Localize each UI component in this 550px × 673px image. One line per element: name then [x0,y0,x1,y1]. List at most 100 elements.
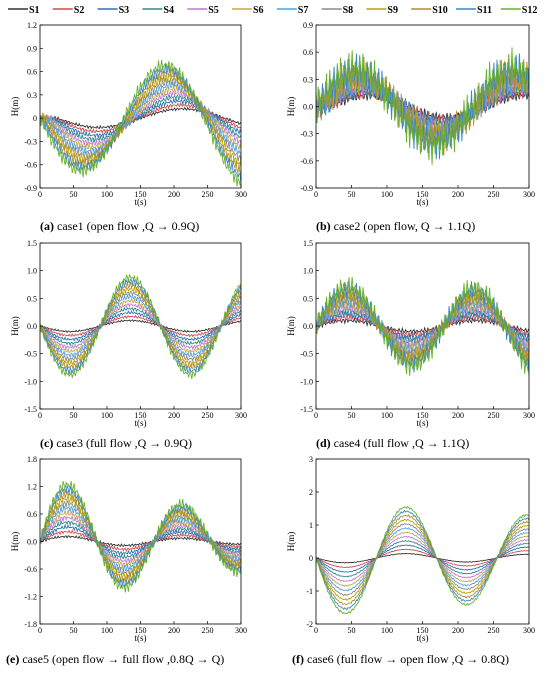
legend-label-s4: S4 [163,5,174,16]
y-tick-label: -1.5 [24,405,37,414]
y-tick-label: -0.6 [300,157,313,166]
series-line-s1 [316,91,529,123]
x-tick-label: 300 [523,411,535,420]
x-tick-label: 0 [38,190,42,199]
y-tick-label: -0.6 [24,565,37,574]
x-axis-label: t(s) [135,197,147,207]
x-tick-label: 150 [135,626,147,635]
y-tick-label: 0.3 [303,75,313,84]
legend-label-s10: S10 [432,5,448,16]
x-tick-label: 250 [488,190,500,199]
x-tick-label: 300 [235,626,247,635]
y-tick-label: 1.0 [303,267,313,276]
series-line-s12 [316,47,529,165]
series-line-s12 [316,277,529,377]
series-group-e [40,481,241,593]
legend-label-s8: S8 [343,5,354,16]
x-tick-label: 150 [417,411,429,420]
series-line-s4 [40,306,241,347]
y-tick-label: -2 [306,620,313,629]
y-tick-label: 0 [33,114,37,123]
y-axis-label: H(m) [10,532,20,552]
y-tick-label: 0.0 [27,322,37,331]
y-axis-label: H(m) [10,316,20,336]
y-tick-label: 0.9 [303,21,313,30]
y-tick-label: 0.5 [27,294,37,303]
series-line-s12 [40,60,241,187]
y-tick-label: -0.5 [24,350,37,359]
x-tick-label: 100 [101,626,113,635]
x-axis-label: t(s) [135,633,147,643]
series-line-s4 [40,519,241,560]
series-line-s5 [40,303,241,351]
x-tick-label: 50 [70,411,78,420]
caption-e: (e) case5 (open flow → full flow ,0.8Q →… [6,652,225,666]
x-tick-label: 50 [348,190,356,199]
series-line-s12 [316,505,529,615]
x-tick-label: 0 [314,411,318,420]
series-line-s2 [40,314,241,338]
series-line-s6 [316,531,529,587]
x-tick-label: 300 [523,190,535,199]
y-axis-label: H(m) [10,97,20,117]
x-axis-label: t(s) [417,418,429,428]
y-tick-label: 0.3 [27,91,37,100]
x-tick-label: 100 [101,411,113,420]
caption-c: (c) case3 (full flow ,Q → 0.9Q) [40,436,192,450]
x-axis-label: t(s) [417,197,429,207]
y-axis-label: H(m) [286,316,296,336]
x-tick-label: 150 [135,411,147,420]
series-line-s8 [40,290,241,363]
x-axis-label: t(s) [417,633,429,643]
series-group-d [316,277,529,377]
x-tick-label: 250 [202,411,214,420]
x-tick-label: 200 [168,411,180,420]
x-tick-label: 250 [488,626,500,635]
y-tick-label: 3 [309,455,313,464]
x-tick-label: 300 [235,190,247,199]
series-line-s8 [316,523,529,597]
y-tick-label: 1.2 [27,21,37,30]
y-tick-label: -1.0 [300,377,313,386]
panel-a: 0 50 100 150 200 250 300 -0.9 -0.6 -0.3 0 0.3 0.6 0.9… [10,21,247,207]
x-tick-label: 50 [348,626,356,635]
y-tick-label: 0.5 [303,294,313,303]
x-tick-label: 250 [488,411,500,420]
panel-b: 0 50 100 150 200 250 300 -0.9 -0.6 -0.3 0.0 0.3 0.6 0… [286,21,535,207]
x-tick-label: 50 [70,626,78,635]
x-tick-label: 250 [202,626,214,635]
y-tick-label: 1.0 [27,267,37,276]
x-tick-label: 150 [417,626,429,635]
y-tick-label: 0.0 [303,322,313,331]
x-axis-label: t(s) [135,418,147,428]
caption-d: (d) case4 (full flow ,Q → 1.1Q) [316,436,470,450]
y-tick-label: -1.0 [24,377,37,386]
series-line-s1 [316,552,529,564]
panel-f: 0 50 100 150 200 250 300 -2 -1 0 1 2 3 t(s) H(m) [286,455,535,643]
y-tick-label: -0.3 [24,137,37,146]
y-tick-label: -1.8 [24,620,37,629]
y-tick-label: -0.6 [24,161,37,170]
plot-frame [315,24,530,189]
y-tick-label: 0 [309,554,313,563]
x-tick-label: 50 [348,411,356,420]
series-line-s9 [40,73,241,168]
x-tick-label: 150 [135,190,147,199]
y-tick-label: -0.3 [300,130,313,139]
legend-label-s9: S9 [387,5,398,16]
panel-d: 0 50 100 150 200 250 300 -1.5 -1.0 -0.5 0.0 0.5 1.0 1… [286,239,535,428]
x-tick-label: 50 [70,190,78,199]
x-tick-label: 100 [381,626,393,635]
y-tick-label: 1 [309,521,313,530]
y-tick-label: 0.6 [27,68,37,77]
legend-label-s7: S7 [298,5,309,16]
legend-label-s5: S5 [208,5,219,16]
series-line-s3 [316,544,529,573]
series-line-s3 [40,310,241,342]
legend: S1 S2 S3 S4 S5 S6 S7 S8 S9 S10 S11 S12 [8,5,537,16]
series-line-s4 [316,307,529,346]
x-tick-label: 100 [101,190,113,199]
x-tick-label: 200 [452,190,464,199]
series-line-s6 [40,297,241,355]
y-tick-label: 0.6 [303,48,313,57]
